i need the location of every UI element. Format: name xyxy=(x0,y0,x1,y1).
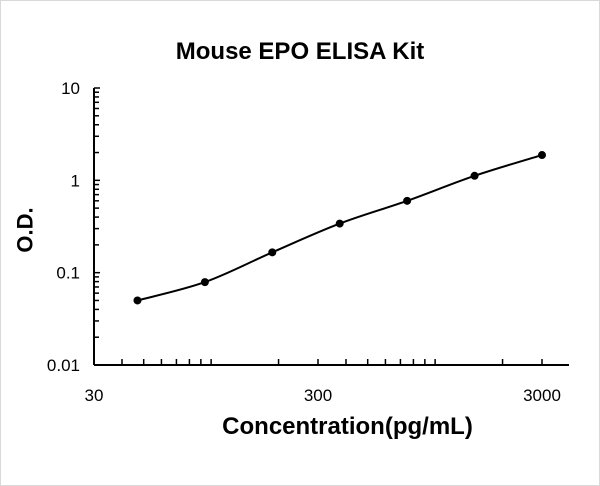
plot-area: 10 1 0.1 0.01 30 300 3000 xyxy=(0,0,600,486)
x-tick-label: 30 xyxy=(85,386,104,405)
data-point xyxy=(201,278,209,286)
y-tick-label: 0.1 xyxy=(56,264,80,283)
data-point xyxy=(538,151,546,159)
y-tick-label: 10 xyxy=(61,79,80,98)
x-tick-label: 300 xyxy=(304,386,332,405)
y-tick-label: 0.01 xyxy=(47,356,80,375)
fit-curve xyxy=(137,155,542,300)
data-point xyxy=(133,296,141,304)
data-point xyxy=(336,220,344,228)
data-point xyxy=(268,248,276,256)
data-point xyxy=(403,197,411,205)
data-point xyxy=(471,172,479,180)
y-tick-label: 1 xyxy=(71,171,80,190)
x-tick-label: 3000 xyxy=(523,386,561,405)
